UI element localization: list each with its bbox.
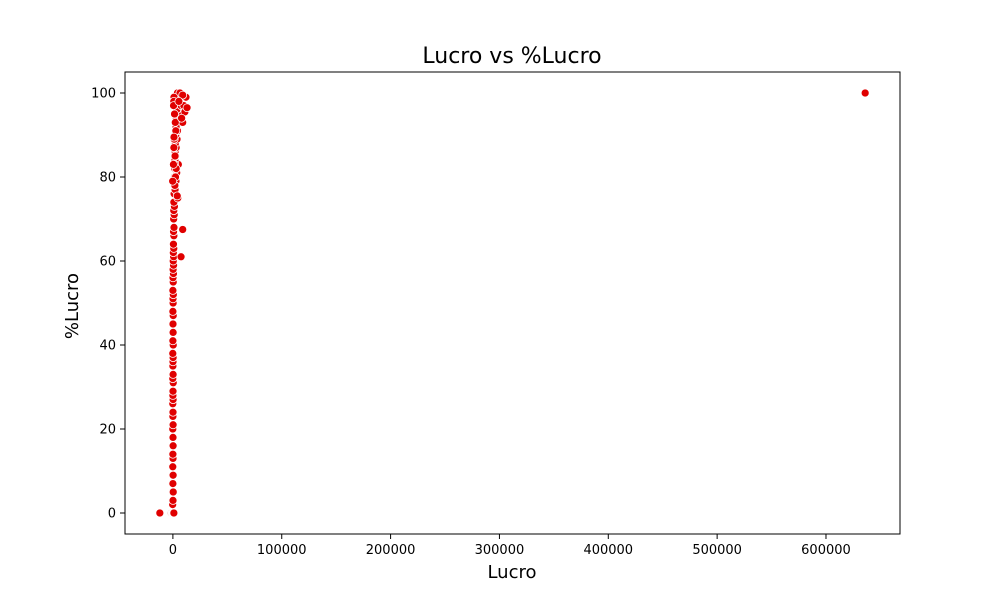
data-point (168, 470, 178, 480)
x-tick-label: 0 (169, 543, 177, 558)
data-point (176, 252, 186, 262)
data-point (168, 449, 178, 459)
data-point (168, 370, 178, 379)
data-point (178, 225, 188, 234)
chart-title: Lucro vs %Lucro (422, 44, 601, 69)
data-point (169, 160, 178, 169)
data-point (168, 420, 178, 430)
data-point (860, 88, 870, 98)
x-tick-label: 600000 (801, 543, 851, 558)
y-tick-label: 0 (108, 507, 116, 522)
data-point (168, 487, 178, 497)
data-point (155, 508, 165, 518)
x-tick-label: 300000 (475, 543, 525, 558)
data-point (168, 496, 178, 505)
y-tick-label: 100 (91, 87, 116, 102)
data-point (168, 349, 178, 358)
data-point (168, 336, 178, 346)
data-point (169, 239, 178, 249)
data-point (172, 191, 182, 201)
x-tick-label: 100000 (257, 543, 307, 558)
data-point (178, 90, 188, 100)
data-point (168, 462, 178, 472)
ticks-layer: 0 100000 200000 300000 400000 500000 600000 0 20… (91, 87, 851, 559)
data-point (168, 433, 178, 442)
x-tick-label: 400000 (583, 543, 633, 558)
data-point (168, 307, 178, 316)
points-layer (155, 88, 870, 518)
data-point (168, 386, 178, 396)
x-tick-label: 500000 (692, 543, 742, 558)
data-point (168, 328, 178, 337)
plot-frame (124, 71, 901, 535)
data-point (168, 319, 178, 329)
data-point (182, 103, 192, 113)
data-point (174, 97, 184, 106)
data-point (168, 479, 178, 488)
y-tick-label: 80 (99, 171, 116, 186)
data-point (177, 113, 186, 123)
x-tick-label: 200000 (366, 543, 416, 558)
x-axis-label: Lucro (487, 562, 536, 583)
data-point (169, 223, 179, 232)
data-point (168, 441, 178, 451)
y-tick-label: 60 (99, 255, 116, 270)
data-point (170, 151, 180, 161)
y-axis-label: %Lucro (62, 273, 83, 339)
data-point (168, 286, 178, 295)
data-point (170, 109, 179, 119)
data-point (170, 118, 180, 127)
data-point (169, 508, 179, 518)
y-tick-label: 20 (99, 423, 116, 438)
y-tick-label: 40 (99, 339, 116, 354)
data-point (168, 407, 178, 417)
data-point (168, 176, 178, 186)
data-point (169, 143, 179, 152)
data-point (169, 132, 179, 142)
